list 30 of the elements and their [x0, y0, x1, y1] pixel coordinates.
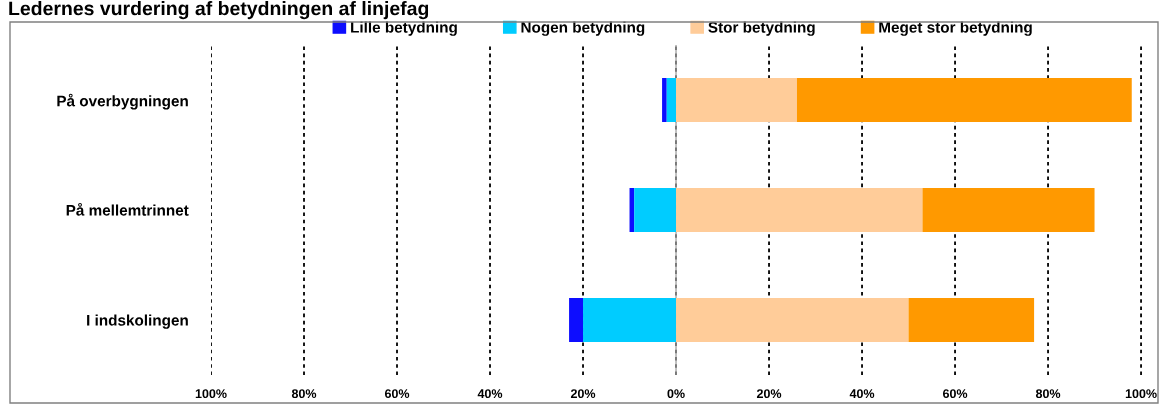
y-tick-label: I indskolingen: [87, 314, 188, 329]
bar: [676, 78, 797, 122]
bar: [676, 298, 909, 342]
chart-title: Ledernes vurdering af betydningen af linjefag: [9, 1, 429, 20]
x-tick-label: 20%: [570, 389, 596, 399]
x-tick-label: 100%: [195, 389, 227, 399]
bar: [922, 188, 1095, 232]
bar: [676, 188, 923, 232]
bar: [569, 298, 584, 342]
legend-label: Lille betydning: [351, 21, 457, 36]
x-tick-label: 60%: [384, 389, 410, 399]
x-tick-label: 0%: [667, 389, 685, 399]
x-tick-label: 20%: [756, 389, 782, 399]
bar: [583, 298, 677, 342]
x-tick-label: 40%: [849, 389, 875, 399]
x-tick-label: 40%: [477, 389, 503, 399]
legend-label: Stor betydning: [708, 21, 815, 36]
x-tick-label: 80%: [1035, 389, 1061, 399]
bar: [662, 78, 667, 122]
y-tick-label: På overbygningen: [57, 93, 188, 110]
x-tick-label: 100%: [1125, 389, 1157, 399]
legend-label: Meget stor betydning: [879, 21, 1032, 36]
x-tick-label: 60%: [942, 389, 968, 399]
legend-label: Nogen betydning: [521, 21, 645, 36]
bar: [666, 78, 677, 122]
y-tick-label: På mellemtrinnet: [66, 202, 189, 216]
bar: [796, 78, 1132, 122]
bar: [634, 188, 677, 232]
bar: [908, 298, 1035, 342]
x-tick-label: 80%: [291, 389, 317, 399]
